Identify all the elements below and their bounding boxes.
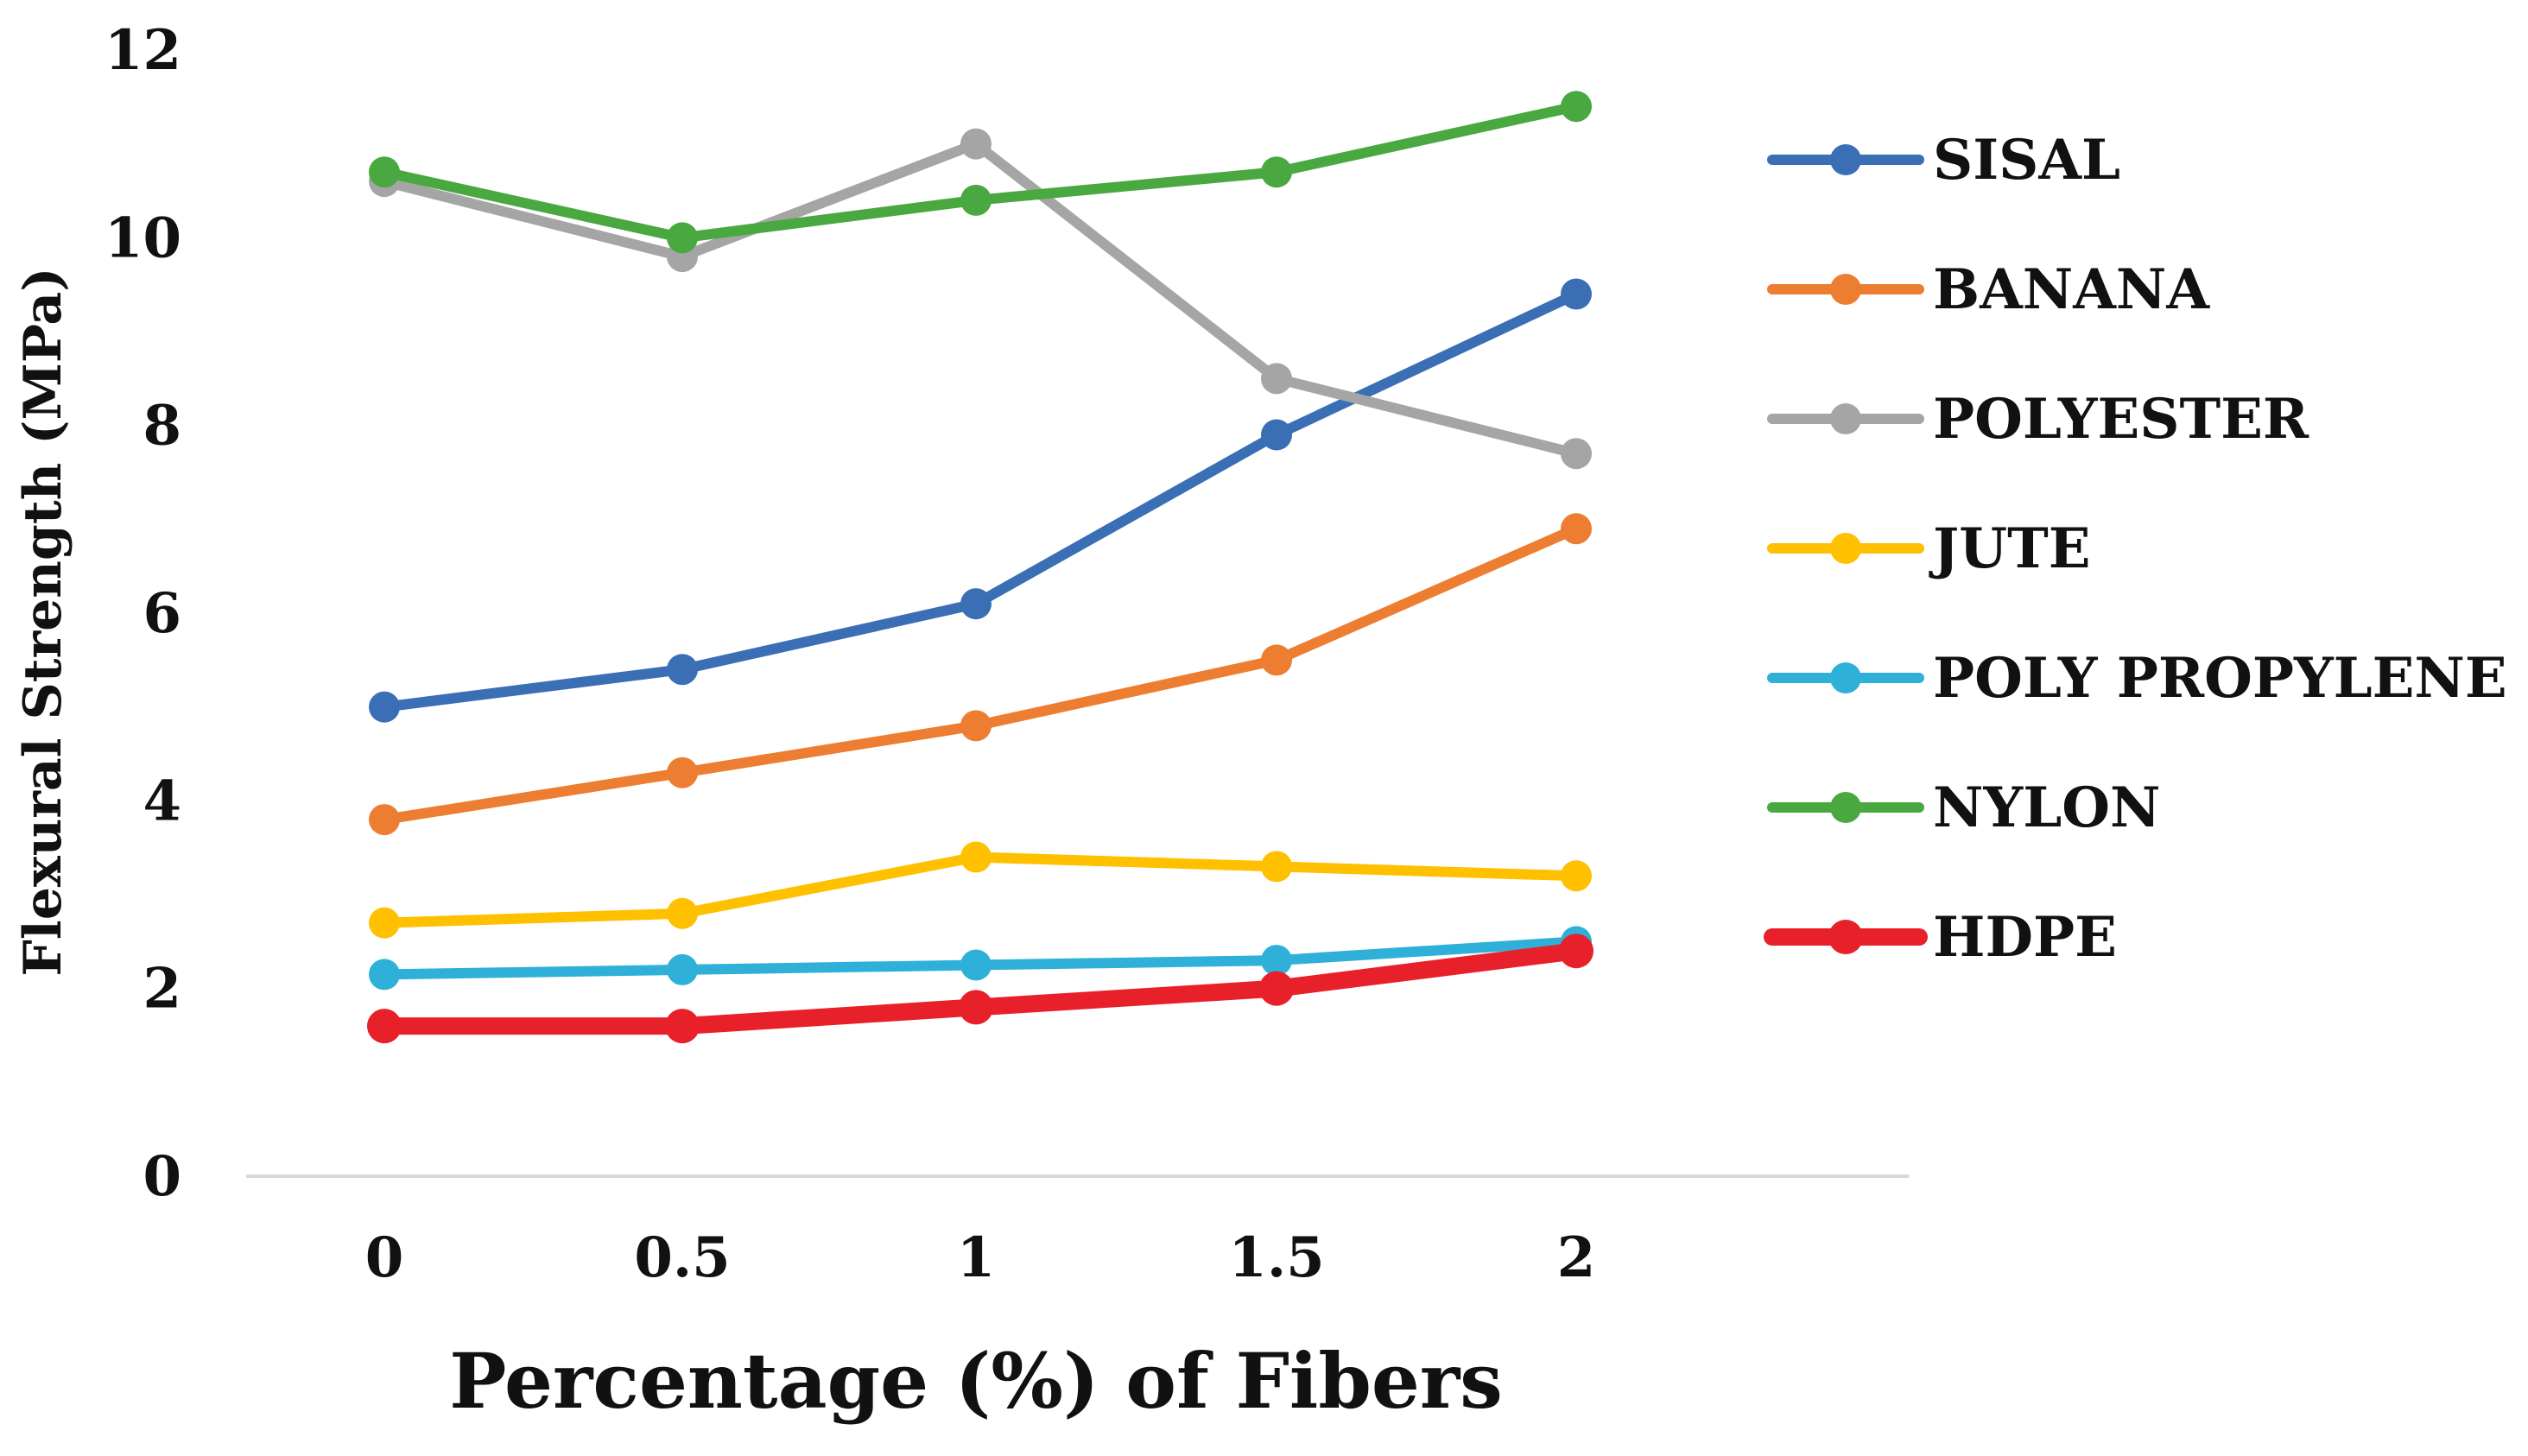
data-point: [667, 897, 698, 929]
legend: SISAL BANANA POLYESTER JUTE POLY PROPYLENE NY…: [1764, 128, 2507, 970]
data-point: [960, 184, 992, 216]
legend-marker: [1830, 533, 1861, 564]
legend-item: NYLON: [1767, 775, 2160, 840]
data-point: [667, 953, 698, 985]
legend-item: BANANA: [1767, 257, 2210, 322]
series-line: [379, 101, 1581, 244]
y-tick-label: 10: [105, 206, 181, 270]
data-point: [960, 128, 992, 160]
legend-marker: [1830, 274, 1861, 305]
legend-marker: [1830, 403, 1861, 434]
legend-label: POLY PROPYLENE: [1933, 646, 2507, 711]
legend-label: HDPE: [1933, 905, 2117, 970]
y-tick-label: 0: [143, 1144, 181, 1209]
data-point: [369, 156, 400, 188]
data-point: [1261, 363, 1292, 395]
x-tick-label: 2: [1557, 1225, 1596, 1290]
legend-item: SISAL: [1767, 128, 2120, 193]
series-nylon: [369, 91, 1592, 254]
data-point: [1559, 934, 1593, 969]
legend-item: HDPE: [1764, 905, 2117, 970]
data-point: [369, 691, 400, 723]
x-axis-title: Percentage (%) of Fibers: [449, 1336, 1503, 1426]
x-tick-labels: 0 0.5 1 1.5 2: [365, 1225, 1596, 1290]
data-point: [1561, 91, 1592, 123]
legend-label: NYLON: [1933, 775, 2160, 840]
data-point: [1561, 438, 1592, 470]
y-tick-label: 6: [143, 581, 181, 646]
data-point: [665, 1009, 700, 1044]
legend-item: POLYESTER: [1767, 387, 2309, 452]
data-point: [960, 710, 992, 742]
y-tick-label: 12: [105, 18, 181, 83]
data-point: [960, 949, 992, 981]
series-polyester: [369, 128, 1592, 470]
data-point: [1261, 945, 1292, 977]
y-axis-title: Flexural Strength (MPa): [13, 267, 73, 976]
data-point: [1261, 419, 1292, 451]
legend-item: JUTE: [1767, 516, 2091, 581]
y-tick-label: 8: [143, 394, 181, 459]
series-line: [379, 523, 1581, 826]
legend-label: BANANA: [1933, 257, 2210, 322]
data-point: [667, 756, 698, 788]
series-hdpe: [367, 934, 1593, 1044]
series-line: [379, 288, 1581, 712]
data-point: [1561, 860, 1592, 892]
legend-marker: [1828, 920, 1863, 954]
y-tick-label: 4: [143, 769, 181, 833]
legend-marker: [1830, 662, 1861, 693]
legend-marker: [1830, 144, 1861, 175]
data-point: [960, 588, 992, 620]
y-tick-labels: 0 2 4 6 8 10 12: [105, 18, 181, 1209]
data-point: [1561, 513, 1592, 545]
y-tick-label: 2: [143, 957, 181, 1022]
series-sisal: [369, 278, 1592, 723]
series-poly-propylene: [369, 926, 1592, 991]
x-tick-label: 0: [365, 1225, 404, 1290]
data-point: [369, 959, 400, 991]
data-point: [1261, 644, 1292, 676]
x-tick-label: 1: [957, 1225, 996, 1290]
legend-label: SISAL: [1933, 128, 2120, 193]
data-point: [959, 990, 993, 1025]
data-point: [1261, 851, 1292, 883]
x-tick-label: 1.5: [1228, 1225, 1324, 1290]
data-point: [369, 804, 400, 836]
data-point: [1561, 278, 1592, 310]
data-point: [960, 841, 992, 873]
series-banana: [369, 513, 1592, 836]
series-jute: [369, 841, 1592, 939]
legend-label: POLYESTER: [1933, 387, 2309, 452]
legend-marker: [1830, 792, 1861, 823]
legend-item: POLY PROPYLENE: [1767, 646, 2507, 711]
legend-label: JUTE: [1929, 516, 2091, 581]
x-tick-label: 0.5: [634, 1225, 730, 1290]
data-point: [667, 654, 698, 686]
data-point: [1259, 971, 1294, 1006]
data-point: [1261, 156, 1292, 188]
data-point: [667, 222, 698, 254]
data-point: [369, 907, 400, 939]
series-lines: [367, 91, 1593, 1044]
data-point: [367, 1009, 402, 1044]
